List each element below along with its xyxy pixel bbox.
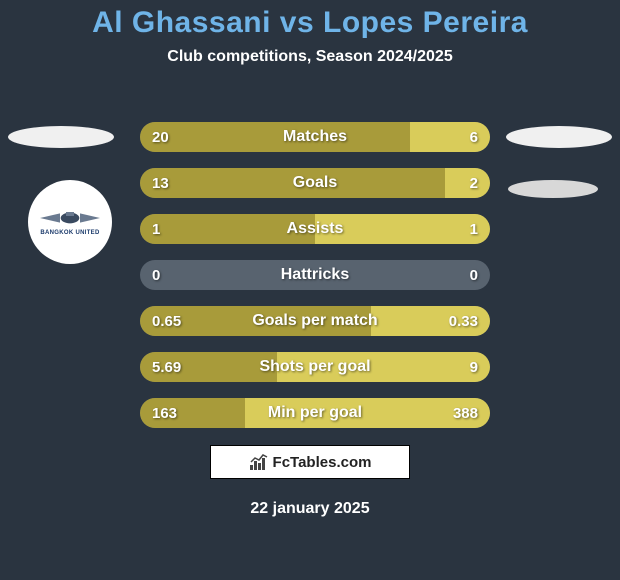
- stat-row: Shots per goal5.69 9: [140, 352, 490, 382]
- stat-label: Goals: [140, 168, 490, 198]
- stat-row: Matches20 6: [140, 122, 490, 152]
- club-logo-wings-icon: [35, 208, 105, 228]
- stat-value-right: 1: [470, 214, 478, 244]
- stat-value-right: 6: [470, 122, 478, 152]
- club-logo-text: BANGKOK UNITED: [40, 230, 99, 236]
- stat-value-left: 1: [152, 214, 160, 244]
- stat-row: Min per goal163 388: [140, 398, 490, 428]
- comparison-card: Al Ghassani vs Lopes Pereira Club compet…: [0, 0, 620, 580]
- stat-label: Hattricks: [140, 260, 490, 290]
- stat-value-right: 9: [470, 352, 478, 382]
- brand-logo-icon: [249, 453, 269, 471]
- stat-row: Assists1 1: [140, 214, 490, 244]
- stat-label: Matches: [140, 122, 490, 152]
- stat-value-left: 5.69: [152, 352, 181, 382]
- stat-value-left: 0: [152, 260, 160, 290]
- subtitle: Club competitions, Season 2024/2025: [0, 48, 620, 66]
- stat-value-left: 0.65: [152, 306, 181, 336]
- stat-value-left: 20: [152, 122, 169, 152]
- player-right-oval-1: [506, 126, 612, 148]
- stat-row: Goals13 2: [140, 168, 490, 198]
- club-logo-left: BANGKOK UNITED: [28, 180, 112, 264]
- brand-box: FcTables.com: [210, 445, 410, 479]
- stat-label: Shots per goal: [140, 352, 490, 382]
- stat-value-right: 2: [470, 168, 478, 198]
- stat-row: Hattricks0 0: [140, 260, 490, 290]
- brand-text: FcTables.com: [273, 454, 372, 471]
- stat-label: Min per goal: [140, 398, 490, 428]
- stat-value-left: 13: [152, 168, 169, 198]
- stat-label: Goals per match: [140, 306, 490, 336]
- player-left-oval: [8, 126, 114, 148]
- stat-value-left: 163: [152, 398, 177, 428]
- page-title: Al Ghassani vs Lopes Pereira: [0, 0, 620, 40]
- stat-label: Assists: [140, 214, 490, 244]
- stat-row: Goals per match0.65 0.33: [140, 306, 490, 336]
- stat-value-right: 0: [470, 260, 478, 290]
- stat-value-right: 0.33: [449, 306, 478, 336]
- stats-area: Matches20 6 Goals13 2 Assists1 1 Hattricks0 0 Go…: [140, 122, 490, 444]
- date-line: 22 january 2025: [0, 500, 620, 518]
- stat-value-right: 388: [453, 398, 478, 428]
- player-right-oval-2: [508, 180, 598, 198]
